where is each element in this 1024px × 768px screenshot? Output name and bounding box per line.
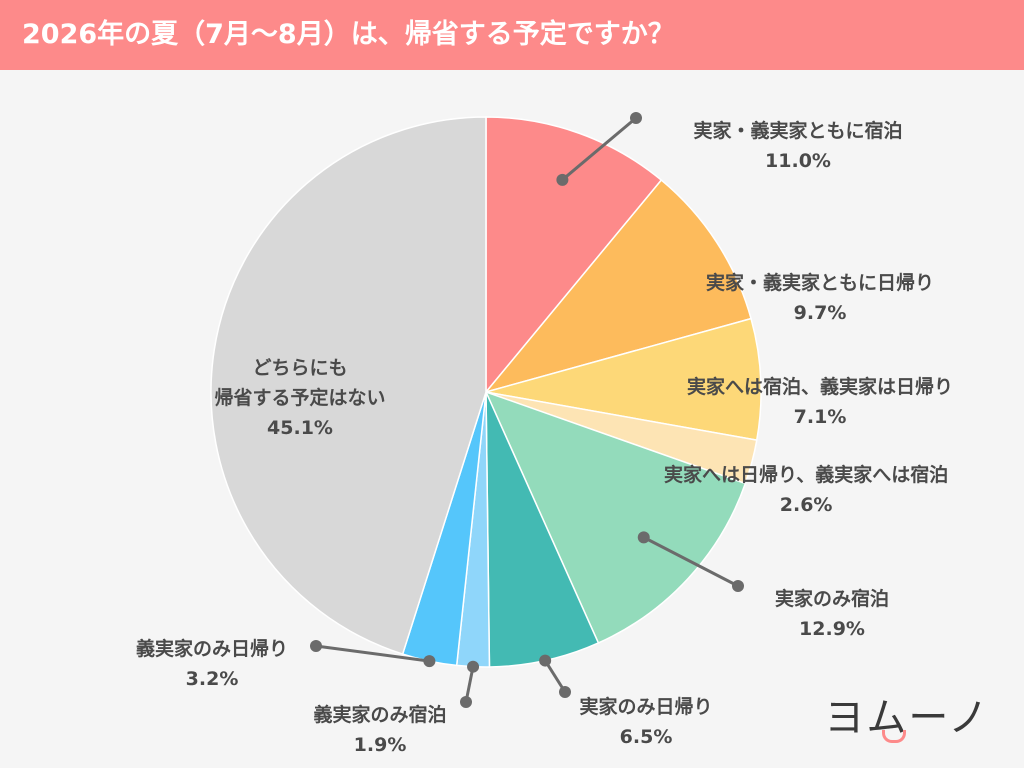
slice-label-9: どちらにも帰省する予定はない 45.1% (215, 353, 386, 443)
leader-line-7 (464, 666, 475, 703)
pie-slice-9 (210, 116, 487, 656)
slice-value-3: 7.1% (793, 406, 847, 428)
leader-line-8 (315, 644, 430, 663)
leader-dot-1-1 (556, 173, 569, 186)
header-bar: 2026年の夏（7月〜8月）は、帰省する予定ですか？ (0, 0, 1024, 70)
slice-label-text-6: 実家のみ日帰り (579, 696, 713, 718)
slice-value-7: 1.9% (353, 734, 407, 756)
logo-smile-mark (882, 730, 907, 743)
brand-logo: ヨムーノ (824, 695, 990, 743)
leader-dot-1-2 (630, 112, 642, 124)
slice-value-8: 3.2% (185, 668, 239, 690)
slice-label-7: 義実家のみ宿泊 1.9% (314, 700, 447, 760)
slice-label-text-9: どちらにも (252, 357, 348, 379)
slice-label-3: 実家へは宿泊、義実家は日帰り 7.1% (687, 372, 953, 432)
chart-area: 実家・義実家ともに宿泊 11.0% 実家・義実家ともに日帰り 9.7% 実家へは宿泊、義… (0, 70, 1024, 768)
leader-line-5 (643, 536, 739, 588)
slice-value-2: 9.7% (793, 302, 847, 324)
leader-line-6 (543, 659, 567, 693)
pie-slice-1 (485, 116, 663, 395)
slice-label-text-7: 義実家のみ宿泊 (313, 704, 447, 726)
leader-dot-5-2 (732, 580, 744, 592)
pie-chart (210, 112, 762, 708)
slice-value-9: 45.1% (267, 417, 333, 439)
slice-label-6: 実家のみ日帰り 6.5% (580, 692, 713, 752)
leader-dot-8-1 (423, 655, 436, 668)
pie-slice-5 (484, 390, 747, 644)
slice-value-5: 12.9% (799, 618, 865, 640)
leader-dot-6-1 (539, 654, 552, 667)
slice-label-1: 実家・義実家ともに宿泊 11.0% (694, 116, 903, 176)
slice-value-4: 2.6% (779, 494, 833, 516)
leader-dot-7-2 (460, 696, 472, 708)
slice-label-5: 実家のみ宿泊 12.9% (775, 584, 889, 644)
slice-label-text-2: 実家・義実家ともに日帰り (706, 272, 935, 294)
leader-line-1 (561, 116, 637, 181)
slice-label-4: 実家へは日帰り、義実家へは宿泊 2.6% (664, 460, 948, 520)
leader-dot-5-1 (637, 531, 650, 544)
slice-label-text-9-2: 帰省する予定はない (214, 387, 386, 409)
slice-value-6: 6.5% (619, 726, 673, 748)
slice-label-text-3: 実家へは宿泊、義実家は日帰り (687, 376, 954, 398)
slice-label-text-5: 実家のみ宿泊 (775, 588, 890, 610)
leader-dot-8-2 (310, 640, 322, 652)
slice-label-text-8: 義実家のみ日帰り (136, 638, 289, 660)
brand-logo-text: ヨムーノ (824, 695, 990, 741)
slice-label-2: 実家・義実家ともに日帰り 9.7% (706, 268, 934, 328)
chart-title: 2026年の夏（7月〜8月）は、帰省する予定ですか？ (22, 19, 675, 50)
slice-label-text-1: 実家・義実家ともに宿泊 (693, 120, 903, 142)
slice-label-8: 義実家のみ日帰り 3.2% (136, 634, 288, 694)
slice-value-1: 11.0% (765, 150, 831, 172)
pie-slice-2 (483, 179, 752, 394)
slice-label-text-4: 実家へは日帰り、義実家へは宿泊 (664, 464, 949, 486)
leader-dot-6-2 (559, 686, 571, 698)
pie-slice-3 (485, 317, 762, 442)
leader-dot-7-1 (467, 660, 480, 673)
